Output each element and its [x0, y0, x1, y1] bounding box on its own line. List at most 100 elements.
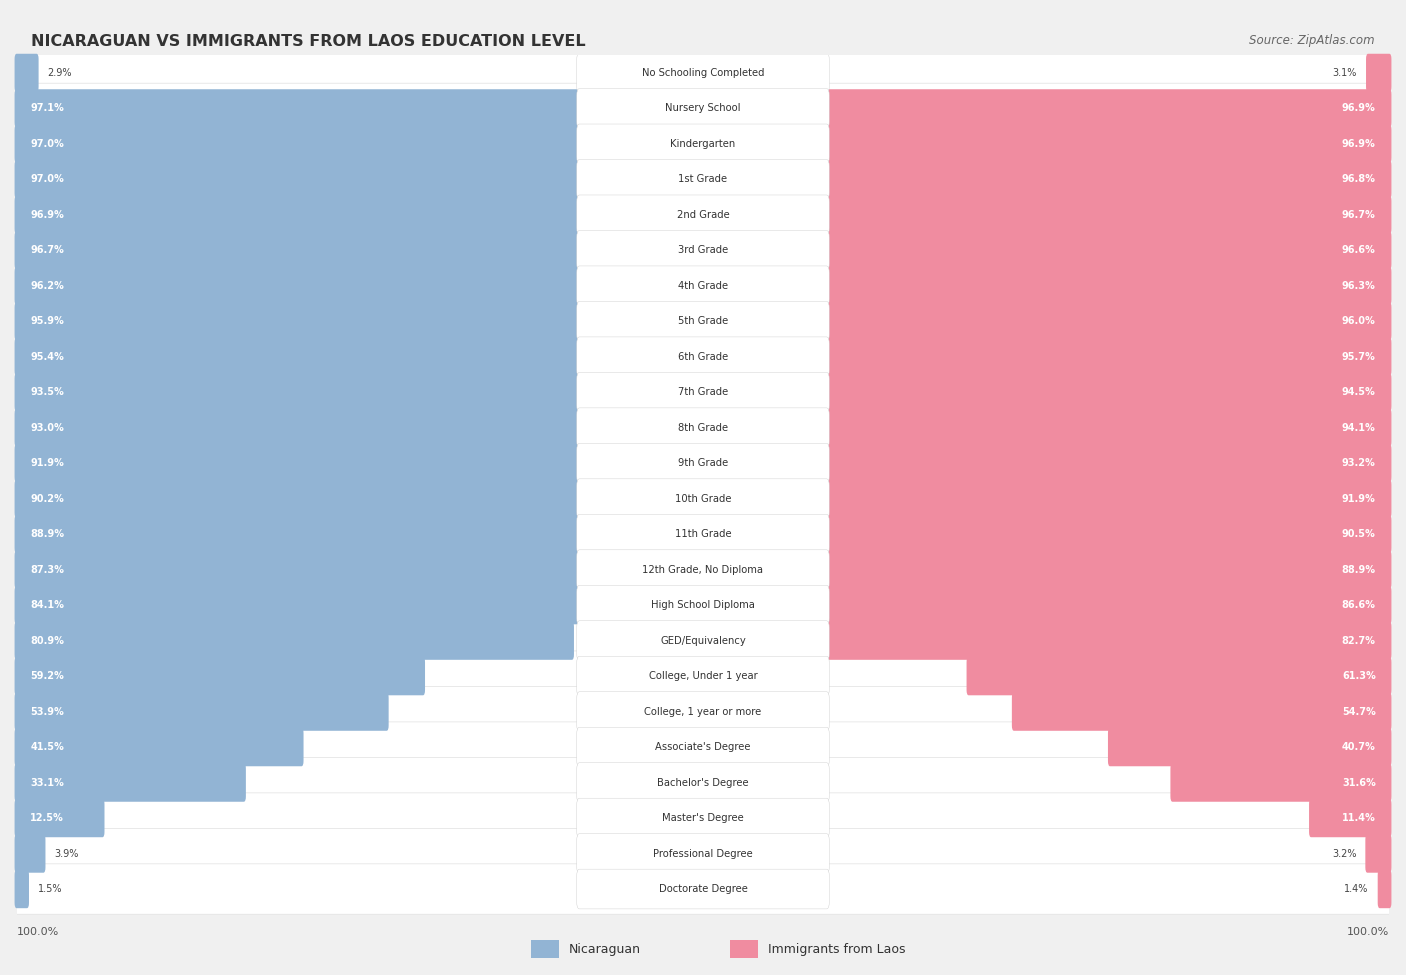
- Text: 10th Grade: 10th Grade: [675, 493, 731, 504]
- FancyBboxPatch shape: [14, 835, 45, 873]
- Text: Kindergarten: Kindergarten: [671, 138, 735, 149]
- FancyBboxPatch shape: [13, 296, 1393, 346]
- FancyBboxPatch shape: [14, 692, 388, 731]
- Text: 95.7%: 95.7%: [1341, 352, 1375, 362]
- FancyBboxPatch shape: [731, 337, 1392, 376]
- FancyBboxPatch shape: [723, 90, 1392, 128]
- FancyBboxPatch shape: [13, 225, 1393, 276]
- Text: 100.0%: 100.0%: [1347, 926, 1389, 937]
- FancyBboxPatch shape: [778, 551, 1392, 589]
- FancyBboxPatch shape: [14, 444, 650, 483]
- Text: 100.0%: 100.0%: [17, 926, 59, 937]
- FancyBboxPatch shape: [14, 54, 38, 92]
- Text: 96.2%: 96.2%: [31, 281, 65, 291]
- Text: Nursery School: Nursery School: [665, 103, 741, 113]
- Text: Professional Degree: Professional Degree: [654, 848, 752, 859]
- FancyBboxPatch shape: [728, 302, 1392, 340]
- FancyBboxPatch shape: [13, 509, 1393, 560]
- FancyBboxPatch shape: [13, 580, 1393, 631]
- Text: 93.5%: 93.5%: [31, 387, 65, 397]
- Text: 1st Grade: 1st Grade: [679, 175, 727, 184]
- FancyBboxPatch shape: [1309, 799, 1392, 838]
- FancyBboxPatch shape: [576, 337, 830, 376]
- Text: 95.4%: 95.4%: [31, 352, 65, 362]
- Text: 97.0%: 97.0%: [31, 138, 65, 149]
- FancyBboxPatch shape: [13, 864, 1393, 915]
- FancyBboxPatch shape: [576, 160, 830, 199]
- Text: 97.1%: 97.1%: [31, 103, 65, 113]
- FancyBboxPatch shape: [1367, 54, 1392, 92]
- FancyBboxPatch shape: [14, 657, 425, 695]
- Text: 3rd Grade: 3rd Grade: [678, 246, 728, 255]
- FancyBboxPatch shape: [14, 551, 617, 589]
- FancyBboxPatch shape: [14, 763, 246, 801]
- FancyBboxPatch shape: [576, 727, 830, 767]
- Text: 96.3%: 96.3%: [1341, 281, 1375, 291]
- FancyBboxPatch shape: [727, 266, 1392, 305]
- FancyBboxPatch shape: [576, 195, 830, 235]
- Text: 6th Grade: 6th Grade: [678, 352, 728, 362]
- FancyBboxPatch shape: [14, 231, 682, 269]
- FancyBboxPatch shape: [13, 829, 1393, 878]
- FancyBboxPatch shape: [966, 657, 1392, 695]
- Text: 95.9%: 95.9%: [31, 316, 65, 327]
- FancyBboxPatch shape: [576, 479, 830, 519]
- Text: 5th Grade: 5th Grade: [678, 316, 728, 327]
- FancyBboxPatch shape: [1378, 870, 1392, 908]
- FancyBboxPatch shape: [14, 799, 104, 838]
- FancyBboxPatch shape: [724, 196, 1392, 234]
- FancyBboxPatch shape: [14, 621, 574, 660]
- Text: Immigrants from Laos: Immigrants from Laos: [768, 943, 905, 956]
- Text: 12.5%: 12.5%: [31, 813, 65, 823]
- FancyBboxPatch shape: [14, 302, 676, 340]
- Text: 96.9%: 96.9%: [1341, 103, 1375, 113]
- FancyBboxPatch shape: [576, 372, 830, 412]
- FancyBboxPatch shape: [576, 301, 830, 341]
- FancyBboxPatch shape: [14, 480, 638, 518]
- Text: Doctorate Degree: Doctorate Degree: [658, 884, 748, 894]
- FancyBboxPatch shape: [576, 691, 830, 731]
- Text: Master's Degree: Master's Degree: [662, 813, 744, 823]
- FancyBboxPatch shape: [576, 266, 830, 306]
- FancyBboxPatch shape: [13, 544, 1393, 595]
- FancyBboxPatch shape: [576, 869, 830, 909]
- Text: 40.7%: 40.7%: [1341, 742, 1375, 752]
- Text: 88.9%: 88.9%: [1341, 565, 1375, 574]
- Text: No Schooling Completed: No Schooling Completed: [641, 68, 765, 78]
- Text: 90.5%: 90.5%: [1341, 529, 1375, 539]
- Text: 84.1%: 84.1%: [31, 601, 65, 610]
- FancyBboxPatch shape: [576, 656, 830, 696]
- Text: 41.5%: 41.5%: [31, 742, 65, 752]
- FancyBboxPatch shape: [576, 585, 830, 625]
- FancyBboxPatch shape: [13, 758, 1393, 807]
- Text: 93.2%: 93.2%: [1341, 458, 1375, 468]
- Text: 1.4%: 1.4%: [1344, 884, 1369, 894]
- Text: GED/Equivalency: GED/Equivalency: [661, 636, 745, 645]
- FancyBboxPatch shape: [14, 160, 685, 199]
- Text: Source: ZipAtlas.com: Source: ZipAtlas.com: [1250, 34, 1375, 47]
- FancyBboxPatch shape: [14, 515, 628, 554]
- Text: 96.9%: 96.9%: [31, 210, 65, 219]
- FancyBboxPatch shape: [738, 373, 1392, 411]
- FancyBboxPatch shape: [14, 409, 657, 447]
- FancyBboxPatch shape: [576, 550, 830, 590]
- Text: 82.7%: 82.7%: [1341, 636, 1375, 645]
- FancyBboxPatch shape: [766, 515, 1392, 554]
- Text: 96.7%: 96.7%: [31, 246, 65, 255]
- FancyBboxPatch shape: [576, 762, 830, 802]
- Text: 91.9%: 91.9%: [31, 458, 65, 468]
- FancyBboxPatch shape: [531, 941, 558, 958]
- Text: 11.4%: 11.4%: [1341, 813, 1375, 823]
- Text: 97.0%: 97.0%: [31, 175, 65, 184]
- FancyBboxPatch shape: [13, 474, 1393, 524]
- FancyBboxPatch shape: [13, 367, 1393, 417]
- FancyBboxPatch shape: [13, 119, 1393, 169]
- FancyBboxPatch shape: [14, 266, 679, 305]
- FancyBboxPatch shape: [723, 125, 1392, 163]
- FancyBboxPatch shape: [1170, 763, 1392, 801]
- FancyBboxPatch shape: [14, 90, 685, 128]
- FancyBboxPatch shape: [576, 230, 830, 270]
- FancyBboxPatch shape: [724, 231, 1392, 269]
- Text: Associate's Degree: Associate's Degree: [655, 742, 751, 752]
- FancyBboxPatch shape: [741, 409, 1392, 447]
